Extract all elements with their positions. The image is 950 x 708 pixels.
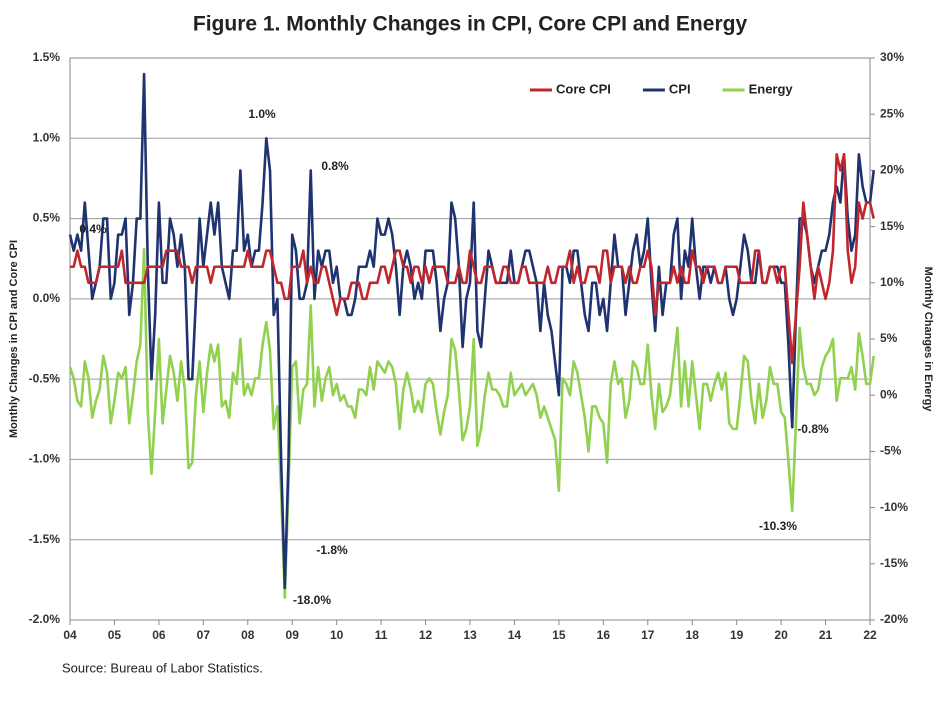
y-tick-label: -1.5%: [29, 532, 61, 546]
annotation: 0.8%: [321, 159, 349, 173]
y2-tick-label: -5%: [880, 444, 902, 458]
legend-label: Core CPI: [556, 81, 611, 96]
legend-label: Energy: [749, 81, 794, 96]
annotation: -18.0%: [293, 593, 331, 607]
y-tick-label: 1.0%: [33, 130, 61, 144]
chart-title: Figure 1. Monthly Changes in CPI, Core C…: [193, 13, 748, 36]
y2-tick-label: 30%: [880, 50, 904, 64]
y2-axis-title: Monthly Changes in Energy: [922, 267, 934, 413]
x-tick-label: 05: [108, 628, 122, 642]
x-tick-label: 17: [641, 628, 655, 642]
series-line: [68, 72, 875, 590]
y2-tick-label: -10%: [880, 500, 908, 514]
x-tick-label: 14: [508, 628, 522, 642]
series-line: [68, 247, 875, 599]
y2-tick-label: 10%: [880, 275, 904, 289]
x-tick-label: 10: [330, 628, 344, 642]
y2-tick-label: -15%: [880, 556, 908, 570]
x-tick-label: 21: [819, 628, 833, 642]
x-tick-label: 18: [686, 628, 700, 642]
y-tick-label: -1.0%: [29, 452, 61, 466]
x-tick-label: 22: [863, 628, 877, 642]
x-tick-label: 06: [152, 628, 166, 642]
y2-tick-label: 0%: [880, 387, 898, 401]
annotation: 0.4%: [79, 222, 107, 236]
annotation: 1.0%: [248, 107, 276, 121]
x-tick-label: 09: [286, 628, 300, 642]
x-tick-label: 12: [419, 628, 433, 642]
y2-tick-label: 5%: [880, 331, 898, 345]
x-tick-label: 08: [241, 628, 255, 642]
x-tick-label: 19: [730, 628, 744, 642]
y2-tick-label: 20%: [880, 163, 904, 177]
x-tick-label: 20: [774, 628, 788, 642]
y-tick-label: 0.5%: [33, 211, 61, 225]
y2-tick-label: 25%: [880, 106, 904, 120]
x-tick-label: 11: [375, 628, 388, 642]
y2-tick-label: 15%: [880, 219, 904, 233]
x-tick-label: 07: [197, 628, 211, 642]
annotation: -0.8%: [797, 422, 829, 436]
y-axis-title: Monthly Changes in CPI and Core CPI: [8, 240, 20, 438]
y2-tick-label: -20%: [880, 612, 908, 626]
x-tick-label: 13: [463, 628, 477, 642]
annotation: -10.3%: [759, 519, 797, 533]
y-tick-label: -2.0%: [29, 612, 61, 626]
y-tick-label: -0.5%: [29, 371, 61, 385]
legend-label: CPI: [669, 81, 691, 96]
plot-frame: [69, 57, 871, 621]
series-line: [70, 153, 875, 365]
annotation: -1.8%: [316, 543, 348, 557]
source-note: Source: Bureau of Labor Statistics.: [62, 660, 263, 675]
x-tick-label: 16: [597, 628, 611, 642]
x-tick-label: 15: [552, 628, 566, 642]
x-tick-label: 04: [63, 628, 77, 642]
y-tick-label: 1.5%: [33, 50, 61, 64]
y-tick-label: 0.0%: [33, 291, 61, 305]
